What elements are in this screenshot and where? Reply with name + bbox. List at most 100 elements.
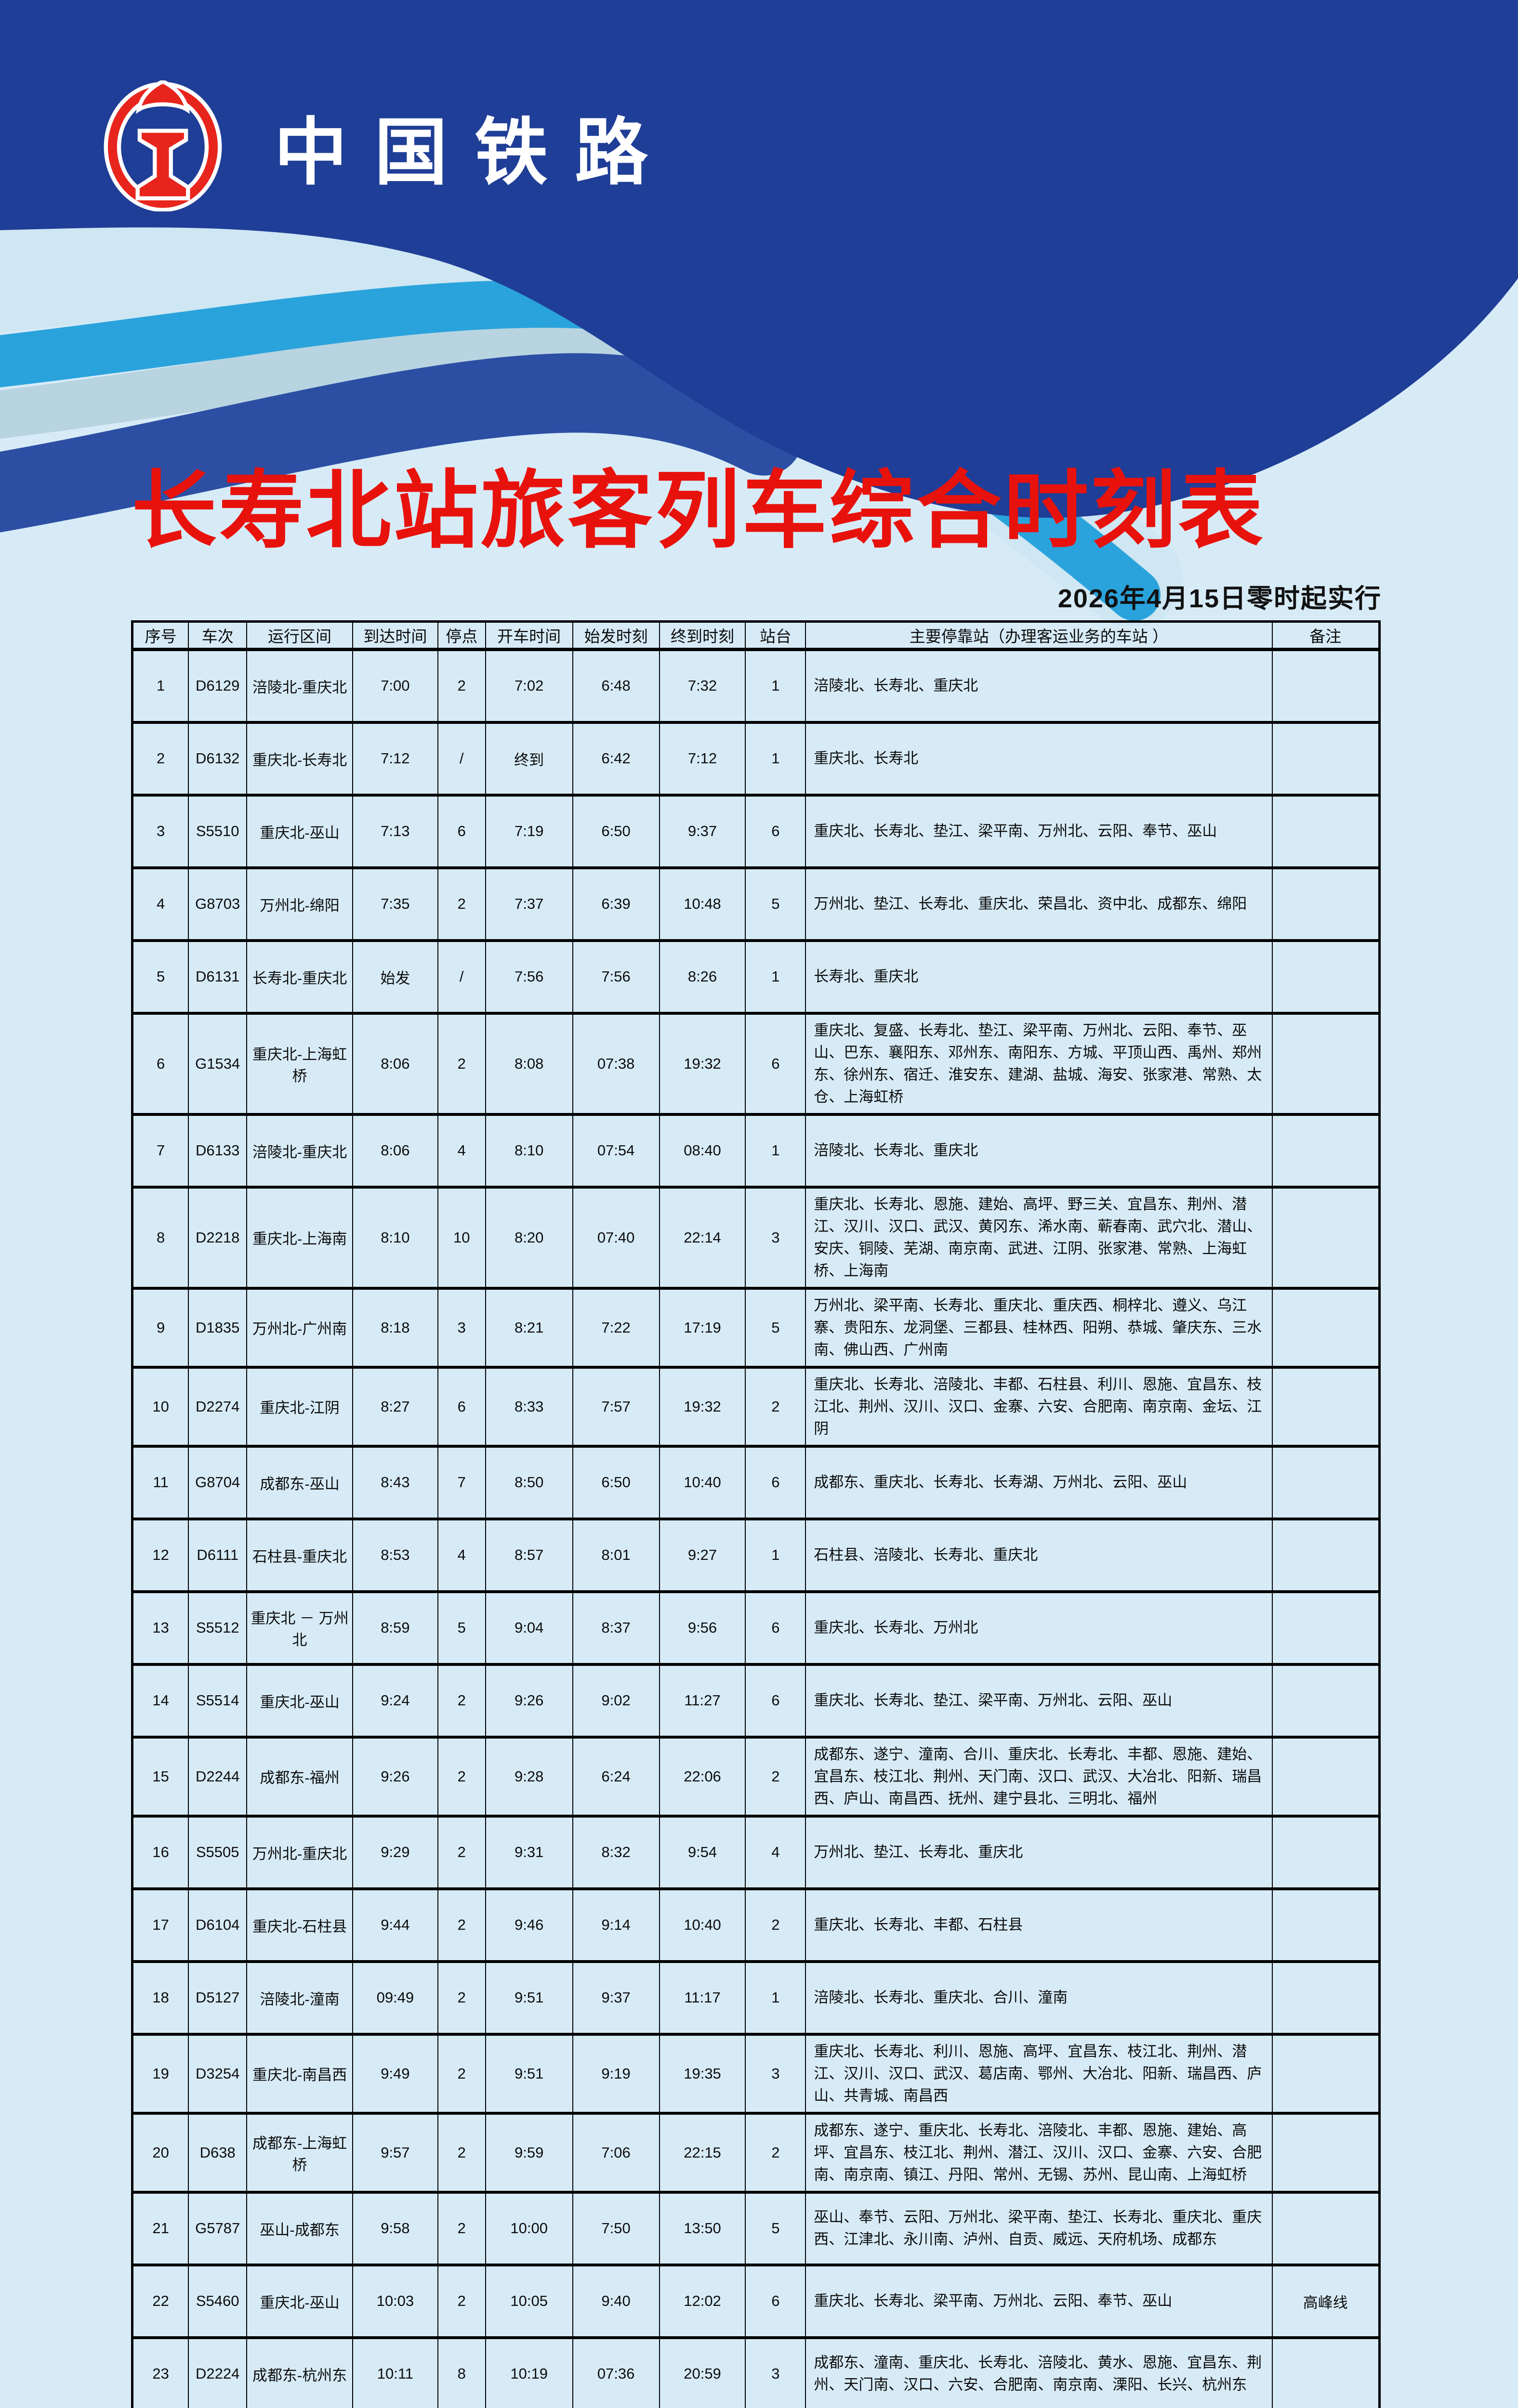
cell-stop-minutes: 10 xyxy=(437,1185,486,1290)
cell-departure-time: 9:46 xyxy=(485,1887,573,1963)
cell-origin-time: 6:39 xyxy=(572,866,660,942)
cell-stop-minutes: / xyxy=(437,939,486,1015)
cell-departure-time: 9:51 xyxy=(485,1960,573,2036)
cell-departure-time: 8:10 xyxy=(485,1112,573,1189)
cell-stop-minutes: 4 xyxy=(437,1112,486,1189)
cell-origin-time: 7:56 xyxy=(572,939,660,1015)
cell-no: 19 xyxy=(132,2032,189,2115)
cell-major-stops: 重庆北、长寿北、丰都、石柱县 xyxy=(805,1887,1273,1963)
cell-terminal-time: 11:27 xyxy=(659,1662,746,1739)
cell-route: 成都东-上海虹桥 xyxy=(246,2111,353,2194)
cell-departure-time: 8:33 xyxy=(485,1365,573,1448)
cell-no: 13 xyxy=(132,1590,189,1666)
cell-train-number: D6104 xyxy=(188,1887,248,1963)
cell-terminal-time: 19:32 xyxy=(659,1011,746,1116)
cell-remark xyxy=(1271,648,1380,724)
cell-major-stops: 万州北、垫江、长寿北、重庆北 xyxy=(805,1814,1273,1890)
cell-no: 17 xyxy=(132,1887,189,1963)
cell-major-stops: 长寿北、重庆北 xyxy=(805,939,1273,1015)
cell-platform: 2 xyxy=(745,1887,806,1963)
cell-route: 重庆北-南昌西 xyxy=(246,2032,353,2115)
table-row: 2 D6132 重庆北-长寿北 7:12/终到 6:42 7:12 1 重庆北、长寿北 xyxy=(132,720,1380,797)
cell-departure-time: 9:04 xyxy=(485,1590,573,1666)
cell-stop-minutes: 7 xyxy=(437,1444,486,1520)
cell-stop-minutes: 4 xyxy=(437,1517,486,1593)
cell-platform: 2 xyxy=(745,1735,806,1818)
cell-major-stops: 涪陵北、长寿北、重庆北 xyxy=(805,1112,1273,1189)
cell-route: 成都东-福州 xyxy=(246,1735,353,1818)
column-header: 备注 xyxy=(1271,620,1380,651)
cell-terminal-time: 20:59 xyxy=(659,2336,746,2408)
cell-no: 4 xyxy=(132,866,189,942)
cell-train-number: D2244 xyxy=(188,1735,248,1818)
cell-route: 重庆北 － 万州北 xyxy=(246,1590,353,1666)
cell-origin-time: 07:54 xyxy=(572,1112,660,1189)
cell-origin-time: 07:36 xyxy=(572,2336,660,2408)
table-row: 13 S5512 重庆北 － 万州北 8:59 5 9:04 8:37 9:56 6 重庆北、长寿… xyxy=(132,1590,1380,1666)
cell-arrival-time: 8:18 xyxy=(352,1286,438,1369)
cell-train-number: G1534 xyxy=(188,1011,248,1116)
cell-terminal-time: 10:48 xyxy=(659,866,746,942)
cell-train-number: D1835 xyxy=(188,1286,248,1369)
cell-major-stops: 涪陵北、长寿北、重庆北 xyxy=(805,648,1273,724)
cell-departure-time: 8:21 xyxy=(485,1286,573,1369)
cell-terminal-time: 11:17 xyxy=(659,1960,746,2036)
cell-terminal-time: 9:56 xyxy=(659,1590,746,1666)
cell-arrival-time: 9:57 xyxy=(352,2111,438,2194)
column-header: 始发时刻 xyxy=(572,620,660,651)
cell-platform: 1 xyxy=(745,939,806,1015)
cell-route: 涪陵北-重庆北 xyxy=(246,648,353,724)
cell-departure-time: 8:57 xyxy=(485,1517,573,1593)
cell-remark xyxy=(1271,2336,1380,2408)
cell-route: 万州北-广州南 xyxy=(246,1286,353,1369)
cell-no: 8 xyxy=(132,1185,189,1290)
cell-route: 重庆北-江阴 xyxy=(246,1365,353,1448)
cell-origin-time: 8:01 xyxy=(572,1517,660,1593)
cell-route: 重庆北-巫山 xyxy=(246,2263,353,2339)
cell-remark: 高峰线 xyxy=(1271,2263,1380,2339)
cell-remark xyxy=(1271,1590,1380,1666)
wave-decoration xyxy=(0,0,1518,626)
cell-stop-minutes: 2 xyxy=(437,648,486,724)
cell-departure-time: 7:56 xyxy=(485,939,573,1015)
cell-origin-time: 9:02 xyxy=(572,1662,660,1739)
cell-departure-time: 9:31 xyxy=(485,1814,573,1890)
timetable-body: 1 D6129 涪陵北-重庆北 7:00 2 7:02 6:48 7:32 1 涪陵北、长寿北、重… xyxy=(132,648,1380,2408)
cell-platform: 5 xyxy=(745,866,806,942)
cell-no: 22 xyxy=(132,2263,189,2339)
cell-remark xyxy=(1271,1185,1380,1290)
cell-stop-minutes: 2 xyxy=(437,2111,486,2194)
cell-stop-minutes: 2 xyxy=(437,1960,486,2036)
cell-no: 6 xyxy=(132,1011,189,1116)
cell-stop-minutes: 2 xyxy=(437,866,486,942)
cell-terminal-time: 19:35 xyxy=(659,2032,746,2115)
cell-route: 重庆北-石柱县 xyxy=(246,1887,353,1963)
table-row: 11 G8704 成都东-巫山 8:43 7 8:50 6:50 10:40 6 成都东、重庆北、… xyxy=(132,1444,1380,1520)
header-brand: 中国铁路 xyxy=(102,76,680,216)
cell-remark xyxy=(1271,1112,1380,1189)
column-header: 停点 xyxy=(437,620,486,651)
cell-terminal-time: 22:14 xyxy=(659,1185,746,1290)
cell-terminal-time: 22:15 xyxy=(659,2111,746,2194)
cell-major-stops: 重庆北、长寿北、梁平南、万州北、云阳、奉节、巫山 xyxy=(805,2263,1273,2339)
cell-stop-minutes: 3 xyxy=(437,1286,486,1369)
cell-arrival-time: 始发 xyxy=(352,939,438,1015)
cell-no: 21 xyxy=(132,2190,189,2266)
cell-origin-time: 9:19 xyxy=(572,2032,660,2115)
cell-major-stops: 石柱县、涪陵北、长寿北、重庆北 xyxy=(805,1517,1273,1593)
cell-departure-time: 8:08 xyxy=(485,1011,573,1116)
cell-no: 9 xyxy=(132,1286,189,1369)
cell-origin-time: 07:40 xyxy=(572,1185,660,1290)
table-row: 20 D638 成都东-上海虹桥 9:57 2 9:59 7:06 22:15 2 成都东、遂宁、… xyxy=(132,2111,1380,2194)
cell-terminal-time: 10:40 xyxy=(659,1887,746,1963)
cell-terminal-time: 12:02 xyxy=(659,2263,746,2339)
cell-major-stops: 重庆北、长寿北、垫江、梁平南、万州北、云阳、巫山 xyxy=(805,1662,1273,1739)
table-row: 12 D6111 石柱县-重庆北 8:53 4 8:57 8:01 9:27 1 石柱县、涪陵北、… xyxy=(132,1517,1380,1593)
column-header: 到达时间 xyxy=(352,620,438,651)
cell-departure-time: 9:28 xyxy=(485,1735,573,1818)
cell-stop-minutes: 2 xyxy=(437,1887,486,1963)
cell-platform: 1 xyxy=(745,1112,806,1189)
cell-arrival-time: 7:00 xyxy=(352,648,438,724)
column-header: 运行区间 xyxy=(246,620,353,651)
cell-arrival-time: 10:03 xyxy=(352,2263,438,2339)
